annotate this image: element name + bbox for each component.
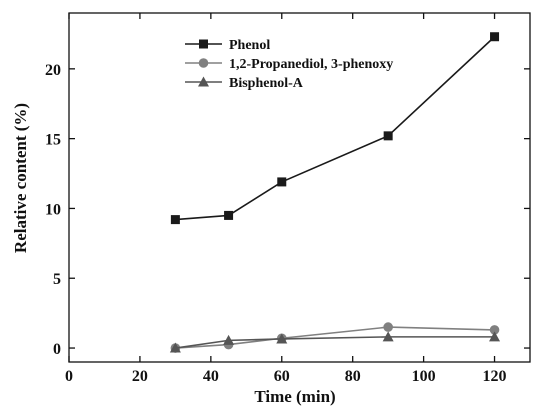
data-point <box>490 32 500 42</box>
data-point <box>169 342 181 353</box>
x-tick-label: 60 <box>274 368 290 385</box>
data-point <box>383 131 393 141</box>
data-point <box>170 215 180 225</box>
legend-label: Phenol <box>229 38 270 53</box>
x-tick-label: 120 <box>483 368 507 385</box>
data-point <box>489 325 500 335</box>
axis-ticks: 0 20 40 60 80 100 120 0 5 10 15 20 <box>45 13 530 385</box>
y-tick-label: 15 <box>45 132 61 149</box>
x-tick-label: 20 <box>132 368 148 385</box>
legend-item: 1,2-Propanediol, 3-phenoxy <box>185 57 393 72</box>
y-axis-label: Relative content (%) <box>11 103 30 253</box>
legend-marker <box>198 58 209 68</box>
x-tick-label: 80 <box>345 368 361 385</box>
series-1 <box>170 32 500 225</box>
data-point <box>382 331 394 342</box>
data-point <box>223 334 235 345</box>
x-tick-label: 100 <box>412 368 436 385</box>
x-axis-label: Time (min) <box>254 387 335 406</box>
series-group <box>169 32 501 353</box>
data-point <box>277 177 287 187</box>
legend-item: Phenol <box>185 38 270 53</box>
legend-marker <box>198 76 209 87</box>
data-point <box>489 331 501 342</box>
series-line <box>175 336 495 349</box>
data-point <box>224 210 234 220</box>
legend: Phenol 1,2-Propanediol, 3-phenoxy Bispheno… <box>185 38 393 91</box>
series-3 <box>169 331 501 353</box>
y-tick-label: 5 <box>53 271 61 288</box>
y-tick-label: 10 <box>45 201 61 218</box>
x-tick-label: 0 <box>65 368 73 385</box>
legend-label: 1,2-Propanediol, 3-phenoxy <box>229 57 393 72</box>
data-point <box>383 322 393 332</box>
data-point <box>276 333 288 344</box>
plot-border <box>68 12 531 363</box>
legend-label: Bisphenol-A <box>229 76 304 91</box>
y-tick-label: 0 <box>53 341 61 358</box>
legend-marker <box>199 39 208 49</box>
x-tick-label: 40 <box>203 368 219 385</box>
plot-frame <box>68 12 531 363</box>
y-tick-label: 20 <box>45 62 61 79</box>
legend-item: Bisphenol-A <box>185 76 304 91</box>
